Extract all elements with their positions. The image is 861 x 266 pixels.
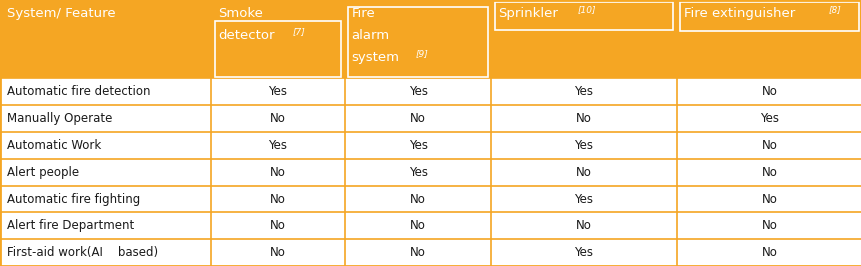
- Text: [8]: [8]: [828, 5, 840, 14]
- Text: alarm: alarm: [351, 29, 389, 41]
- Text: Alert people: Alert people: [7, 166, 79, 179]
- Text: Automatic fire detection: Automatic fire detection: [7, 85, 150, 98]
- Text: No: No: [760, 85, 777, 98]
- Text: Yes: Yes: [573, 139, 593, 152]
- Text: Fire: Fire: [351, 7, 375, 20]
- Text: No: No: [410, 246, 425, 259]
- Text: No: No: [760, 166, 777, 179]
- Text: First-aid work(AI    based): First-aid work(AI based): [7, 246, 158, 259]
- Text: No: No: [575, 112, 592, 125]
- Text: system: system: [351, 51, 400, 64]
- Text: Yes: Yes: [408, 166, 427, 179]
- Text: No: No: [760, 246, 777, 259]
- Text: No: No: [760, 219, 777, 232]
- Text: No: No: [269, 246, 286, 259]
- Text: [9]: [9]: [415, 49, 428, 58]
- Text: No: No: [410, 193, 425, 206]
- Text: [7]: [7]: [293, 27, 305, 36]
- Text: Automatic Work: Automatic Work: [7, 139, 101, 152]
- Text: System/ Feature: System/ Feature: [7, 7, 115, 20]
- Text: No: No: [760, 139, 777, 152]
- Text: No: No: [410, 112, 425, 125]
- Text: No: No: [575, 219, 592, 232]
- Bar: [0, 78, 861, 266]
- Text: Fire extinguisher: Fire extinguisher: [683, 7, 794, 20]
- Text: No: No: [269, 166, 286, 179]
- Text: Yes: Yes: [408, 85, 427, 98]
- Text: Smoke: Smoke: [218, 7, 263, 20]
- Text: Yes: Yes: [268, 85, 288, 98]
- Text: No: No: [269, 112, 286, 125]
- Text: Automatic fire fighting: Automatic fire fighting: [7, 193, 140, 206]
- Text: No: No: [269, 193, 286, 206]
- Text: Sprinkler: Sprinkler: [498, 7, 557, 20]
- Text: No: No: [760, 193, 777, 206]
- Text: detector: detector: [218, 29, 275, 41]
- Text: Yes: Yes: [268, 139, 288, 152]
- Text: Yes: Yes: [573, 85, 593, 98]
- Text: Alert fire Department: Alert fire Department: [7, 219, 134, 232]
- Text: No: No: [410, 219, 425, 232]
- Text: No: No: [269, 219, 286, 232]
- Bar: [0, 0, 861, 78]
- Text: Yes: Yes: [573, 193, 593, 206]
- Text: Manually Operate: Manually Operate: [7, 112, 112, 125]
- Text: No: No: [575, 166, 592, 179]
- Text: [10]: [10]: [577, 5, 595, 14]
- Text: Yes: Yes: [759, 112, 778, 125]
- Text: Yes: Yes: [408, 139, 427, 152]
- Text: Yes: Yes: [573, 246, 593, 259]
